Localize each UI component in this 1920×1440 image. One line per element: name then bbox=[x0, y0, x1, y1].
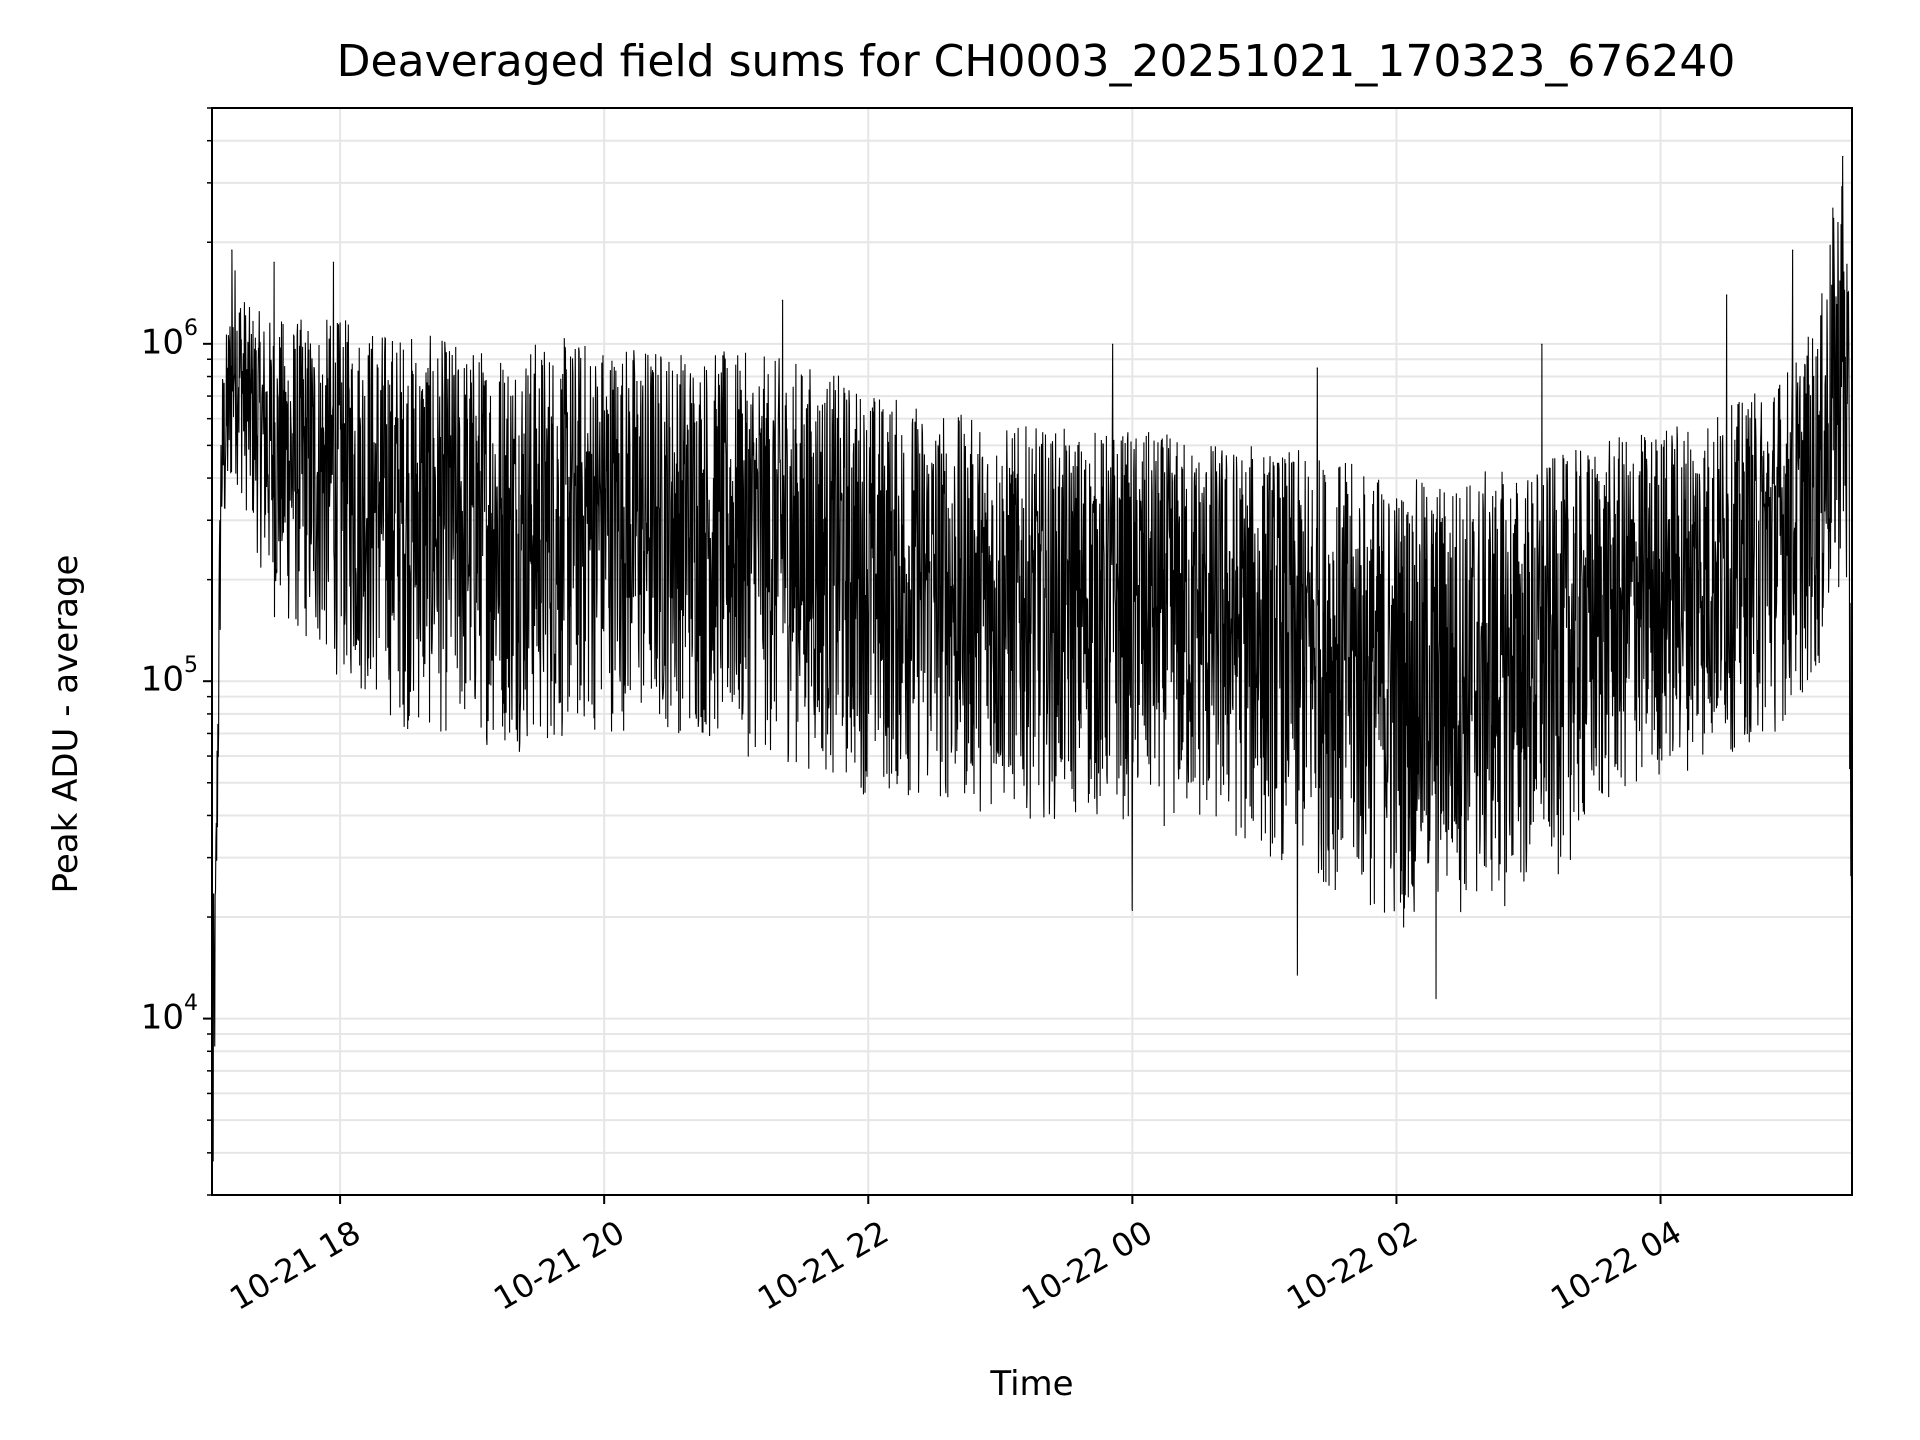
series-line bbox=[212, 156, 1852, 1161]
y-tick-label: 105 bbox=[140, 653, 198, 700]
y-axis-label: Peak ADU - average bbox=[46, 554, 86, 894]
axes-frame bbox=[211, 107, 1853, 1196]
y-tick-label: 106 bbox=[140, 315, 198, 363]
y-tick-label: 104 bbox=[140, 990, 198, 1037]
series-field-sums bbox=[212, 156, 1852, 1162]
plot-area bbox=[212, 156, 1852, 1162]
x-axis-label: Time bbox=[990, 1364, 1074, 1404]
chart-title: Deaveraged field sums for CH0003_2025102… bbox=[336, 36, 1736, 87]
